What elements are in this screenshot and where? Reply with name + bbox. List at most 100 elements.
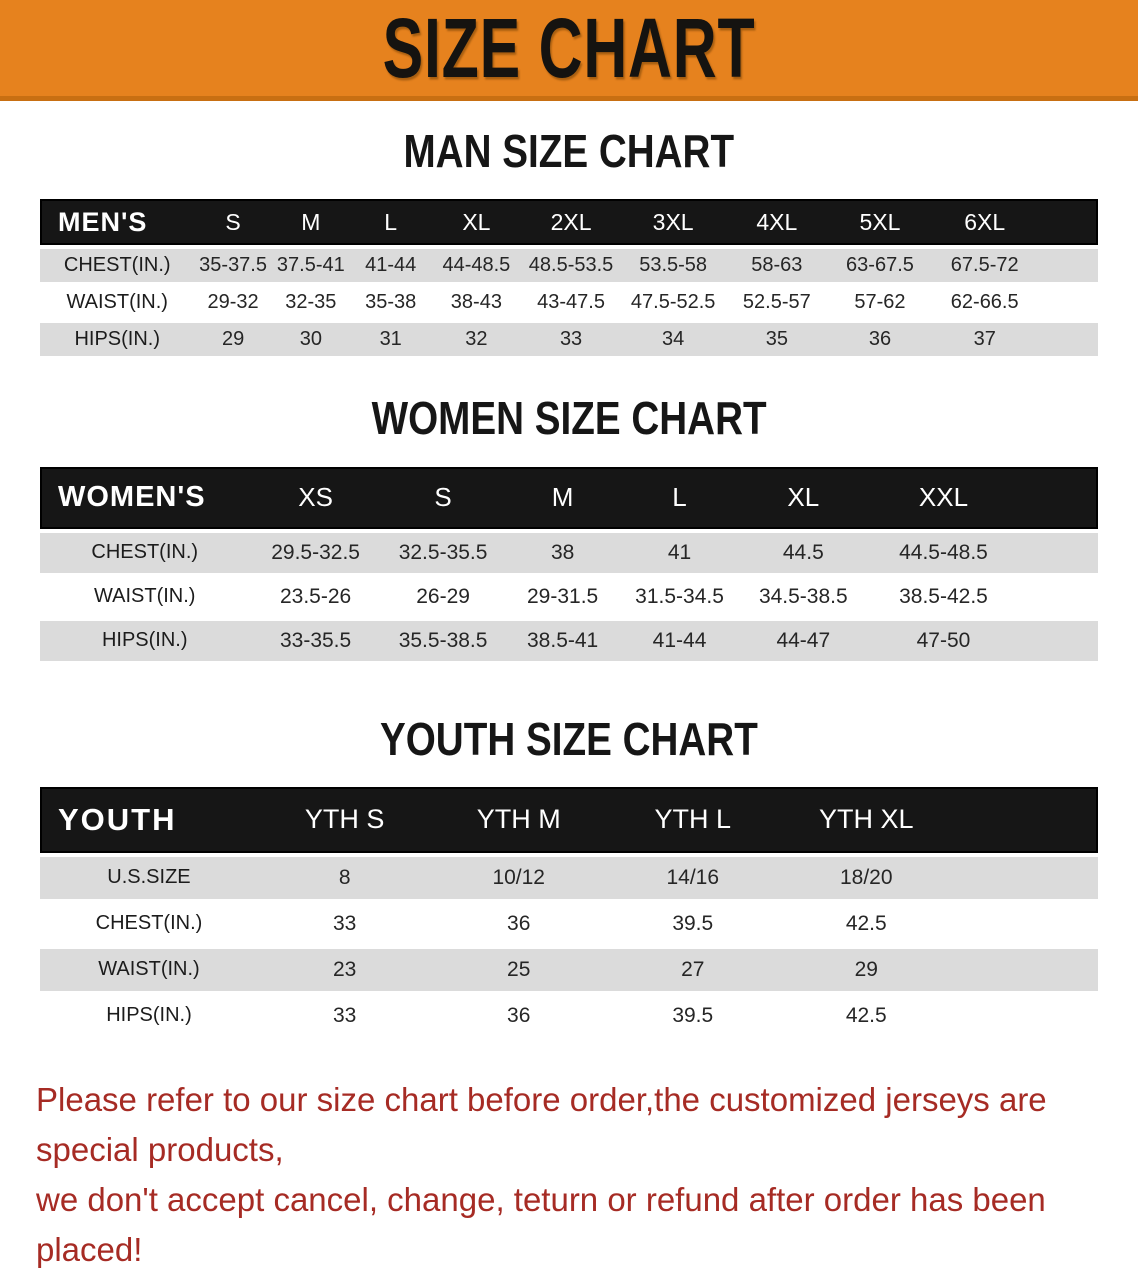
size-column-header: XL (431, 199, 522, 246)
size-value-cell: 31.5-34.5 (620, 576, 739, 617)
men-header-row: MEN'S S M L XL 2XL 3XL 4XL 5XL 6XL (40, 199, 1098, 246)
table-row: HIPS(IN.) 29 30 31 32 33 34 35 36 37 (40, 323, 1098, 357)
size-value-cell: 33 (257, 994, 432, 1037)
size-value-cell: 29 (194, 323, 272, 357)
table-row: CHEST(IN.) 35-37.5 37.5-41 41-44 44-48.5… (40, 249, 1098, 283)
table-row: WAIST(IN.) 29-32 32-35 35-38 38-43 43-47… (40, 286, 1098, 320)
youth-header-row: YOUTH YTH S YTH M YTH L YTH XL (40, 786, 1098, 853)
size-value-cell: 38-43 (431, 286, 522, 320)
size-column-header: S (194, 199, 272, 246)
size-column-header: XL (738, 466, 869, 529)
size-value-cell: 48.5-53.5 (521, 249, 621, 283)
header-filler-cell (1037, 199, 1098, 246)
table-row: WAIST(IN.) 23 25 27 29 (40, 948, 1098, 991)
men-header-label: MEN'S (40, 199, 195, 246)
women-header-label: WOMEN'S (40, 466, 250, 529)
size-value-cell: 44-47 (738, 620, 869, 661)
filler-cell (953, 902, 1098, 945)
table-row: CHEST(IN.) 33 36 39.5 42.5 (40, 902, 1098, 945)
filler-cell (953, 948, 1098, 991)
size-value-cell: 44-48.5 (431, 249, 522, 283)
size-value-cell: 29.5-32.5 (249, 532, 382, 573)
size-value-cell: 29-31.5 (504, 576, 621, 617)
size-value-cell: 38.5-41 (504, 620, 621, 661)
size-value-cell: 44.5-48.5 (868, 532, 1019, 573)
filler-cell (1037, 323, 1098, 357)
row-label: HIPS(IN.) (40, 994, 258, 1037)
size-column-header: L (349, 199, 432, 246)
size-value-cell: 38 (504, 532, 621, 573)
size-column-header: YTH S (257, 786, 432, 853)
size-column-header: 6XL (931, 199, 1038, 246)
women-size-table: WOMEN'S XS S M L XL XXL CHEST(IN.) 29.5-… (40, 463, 1098, 665)
size-column-header: YTH XL (779, 786, 953, 853)
size-column-header: YTH M (431, 786, 606, 853)
size-value-cell: 30 (271, 323, 350, 357)
row-label: CHEST(IN.) (40, 902, 258, 945)
row-label: WAIST(IN.) (40, 576, 250, 617)
size-value-cell: 41-44 (349, 249, 432, 283)
size-column-header: XXL (868, 466, 1019, 529)
size-value-cell: 32-35 (271, 286, 350, 320)
row-label: U.S.SIZE (40, 856, 258, 899)
size-value-cell: 36 (431, 902, 606, 945)
size-value-cell: 53.5-58 (620, 249, 726, 283)
size-value-cell: 63-67.5 (828, 249, 932, 283)
men-section-heading: MAN SIZE CHART (403, 125, 735, 177)
size-value-cell: 44.5 (738, 532, 869, 573)
size-value-cell: 32.5-35.5 (381, 532, 505, 573)
size-value-cell: 43-47.5 (521, 286, 621, 320)
size-value-cell: 35-38 (349, 286, 432, 320)
size-value-cell: 36 (431, 994, 606, 1037)
size-value-cell: 35 (725, 323, 829, 357)
size-value-cell: 36 (828, 323, 932, 357)
size-column-header: L (620, 466, 739, 529)
filler-cell (1018, 620, 1098, 661)
size-value-cell: 29-32 (194, 286, 272, 320)
size-chart-banner: SIZE CHART (0, 0, 1138, 101)
size-value-cell: 31 (349, 323, 432, 357)
table-row: WAIST(IN.) 23.5-26 26-29 29-31.5 31.5-34… (40, 576, 1098, 617)
size-value-cell: 39.5 (606, 902, 780, 945)
row-label: WAIST(IN.) (40, 948, 258, 991)
row-label: CHEST(IN.) (40, 249, 195, 283)
size-column-header: XS (249, 466, 382, 529)
women-section-heading: WOMEN SIZE CHART (371, 392, 767, 445)
row-label: HIPS(IN.) (40, 620, 250, 661)
size-value-cell: 33-35.5 (249, 620, 382, 661)
filler-cell (953, 856, 1098, 899)
filler-cell (1037, 249, 1098, 283)
size-value-cell: 23 (257, 948, 432, 991)
size-value-cell: 38.5-42.5 (868, 576, 1019, 617)
filler-cell (953, 994, 1098, 1037)
header-filler-cell (953, 786, 1098, 853)
size-value-cell: 47.5-52.5 (620, 286, 726, 320)
size-column-header: YTH L (606, 786, 780, 853)
size-value-cell: 14/16 (606, 856, 780, 899)
header-filler-cell (1018, 466, 1098, 529)
size-value-cell: 47-50 (868, 620, 1019, 661)
size-value-cell: 37.5-41 (271, 249, 350, 283)
size-value-cell: 23.5-26 (249, 576, 382, 617)
size-value-cell: 26-29 (381, 576, 505, 617)
row-label: HIPS(IN.) (40, 323, 195, 357)
size-value-cell: 33 (257, 902, 432, 945)
size-value-cell: 25 (431, 948, 606, 991)
size-value-cell: 41-44 (620, 620, 739, 661)
size-value-cell: 34 (620, 323, 726, 357)
size-column-header: S (381, 466, 505, 529)
disclaimer-line-1: Please refer to our size chart before or… (36, 1080, 1047, 1168)
disclaimer-text: Please refer to our size chart before or… (36, 1075, 1138, 1275)
size-value-cell: 42.5 (779, 994, 953, 1037)
filler-cell (1037, 286, 1098, 320)
table-row: CHEST(IN.) 29.5-32.5 32.5-35.5 38 41 44.… (40, 532, 1098, 573)
disclaimer-line-2: we don't accept cancel, change, teturn o… (36, 1180, 1046, 1268)
size-value-cell: 52.5-57 (725, 286, 829, 320)
size-value-cell: 8 (257, 856, 432, 899)
size-value-cell: 62-66.5 (931, 286, 1038, 320)
size-value-cell: 35.5-38.5 (381, 620, 505, 661)
size-value-cell: 29 (779, 948, 953, 991)
youth-section-heading: YOUTH SIZE CHART (380, 712, 758, 765)
size-value-cell: 39.5 (606, 994, 780, 1037)
size-column-header: M (271, 199, 350, 246)
